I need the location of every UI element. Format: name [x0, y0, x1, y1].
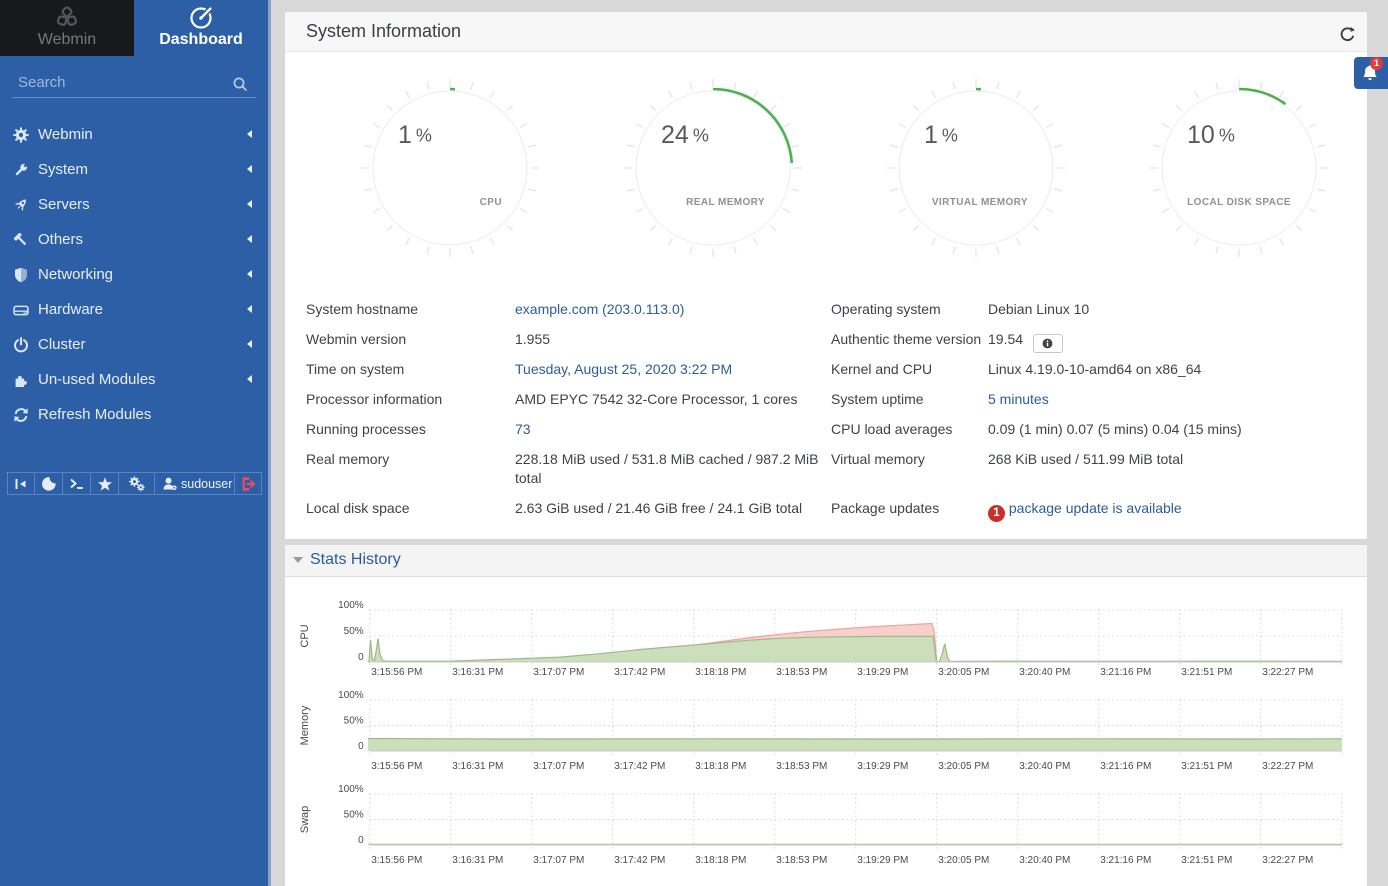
svg-text:3:19:29 PM: 3:19:29 PM [857, 855, 908, 866]
svg-text:3:17:07 PM: 3:17:07 PM [533, 667, 584, 678]
svg-text:50%: 50% [344, 626, 364, 637]
svg-text:50%: 50% [344, 716, 364, 727]
svg-text:3:22:27 PM: 3:22:27 PM [1262, 667, 1313, 678]
svg-text:3:19:29 PM: 3:19:29 PM [857, 667, 908, 678]
svg-text:3:20:40 PM: 3:20:40 PM [1019, 855, 1070, 866]
svg-text:VIRTUAL MEMORY: VIRTUAL MEMORY [932, 197, 1028, 208]
svg-text:1%: 1% [398, 121, 432, 149]
svg-text:3:18:18 PM: 3:18:18 PM [695, 667, 746, 678]
svg-text:3:17:42 PM: 3:17:42 PM [614, 761, 665, 772]
svg-text:Swap: Swap [299, 806, 311, 834]
svg-text:0: 0 [358, 741, 364, 752]
svg-text:CPU: CPU [299, 624, 311, 647]
svg-text:3:18:18 PM: 3:18:18 PM [695, 855, 746, 866]
svg-text:3:21:51 PM: 3:21:51 PM [1181, 667, 1232, 678]
svg-text:50%: 50% [344, 810, 364, 821]
svg-text:3:17:42 PM: 3:17:42 PM [614, 667, 665, 678]
svg-text:3:18:53 PM: 3:18:53 PM [776, 667, 827, 678]
svg-text:3:18:18 PM: 3:18:18 PM [695, 761, 746, 772]
svg-text:3:16:31 PM: 3:16:31 PM [452, 667, 503, 678]
svg-text:1%: 1% [924, 121, 958, 149]
svg-text:3:16:31 PM: 3:16:31 PM [452, 855, 503, 866]
svg-text:0: 0 [358, 835, 364, 846]
svg-text:3:21:51 PM: 3:21:51 PM [1181, 761, 1232, 772]
svg-text:3:22:27 PM: 3:22:27 PM [1262, 761, 1313, 772]
svg-text:3:18:53 PM: 3:18:53 PM [776, 855, 827, 866]
svg-text:3:20:05 PM: 3:20:05 PM [938, 761, 989, 772]
svg-text:3:20:40 PM: 3:20:40 PM [1019, 761, 1070, 772]
svg-text:10%: 10% [1187, 121, 1235, 149]
svg-text:3:17:07 PM: 3:17:07 PM [533, 761, 584, 772]
svg-text:3:21:16 PM: 3:21:16 PM [1100, 855, 1151, 866]
svg-text:100%: 100% [338, 784, 364, 795]
svg-text:3:15:56 PM: 3:15:56 PM [371, 667, 422, 678]
svg-text:3:21:16 PM: 3:21:16 PM [1100, 761, 1151, 772]
svg-text:3:20:05 PM: 3:20:05 PM [938, 855, 989, 866]
svg-text:3:20:40 PM: 3:20:40 PM [1019, 667, 1070, 678]
svg-text:3:21:16 PM: 3:21:16 PM [1100, 667, 1151, 678]
svg-text:3:22:27 PM: 3:22:27 PM [1262, 855, 1313, 866]
svg-text:3:15:56 PM: 3:15:56 PM [371, 855, 422, 866]
svg-text:3:20:05 PM: 3:20:05 PM [938, 667, 989, 678]
svg-text:3:21:51 PM: 3:21:51 PM [1181, 855, 1232, 866]
svg-text:Memory: Memory [299, 705, 311, 745]
svg-text:3:17:42 PM: 3:17:42 PM [614, 855, 665, 866]
svg-text:CPU: CPU [480, 197, 502, 208]
svg-text:3:19:29 PM: 3:19:29 PM [857, 761, 908, 772]
svg-text:0: 0 [358, 652, 364, 663]
svg-text:LOCAL DISK SPACE: LOCAL DISK SPACE [1187, 197, 1291, 208]
svg-text:3:16:31 PM: 3:16:31 PM [452, 761, 503, 772]
svg-text:REAL MEMORY: REAL MEMORY [686, 197, 765, 208]
svg-text:3:18:53 PM: 3:18:53 PM [776, 761, 827, 772]
svg-text:100%: 100% [338, 600, 364, 611]
svg-text:3:17:07 PM: 3:17:07 PM [533, 855, 584, 866]
svg-text:3:15:56 PM: 3:15:56 PM [371, 761, 422, 772]
svg-text:24%: 24% [661, 121, 709, 149]
svg-text:100%: 100% [338, 690, 364, 701]
